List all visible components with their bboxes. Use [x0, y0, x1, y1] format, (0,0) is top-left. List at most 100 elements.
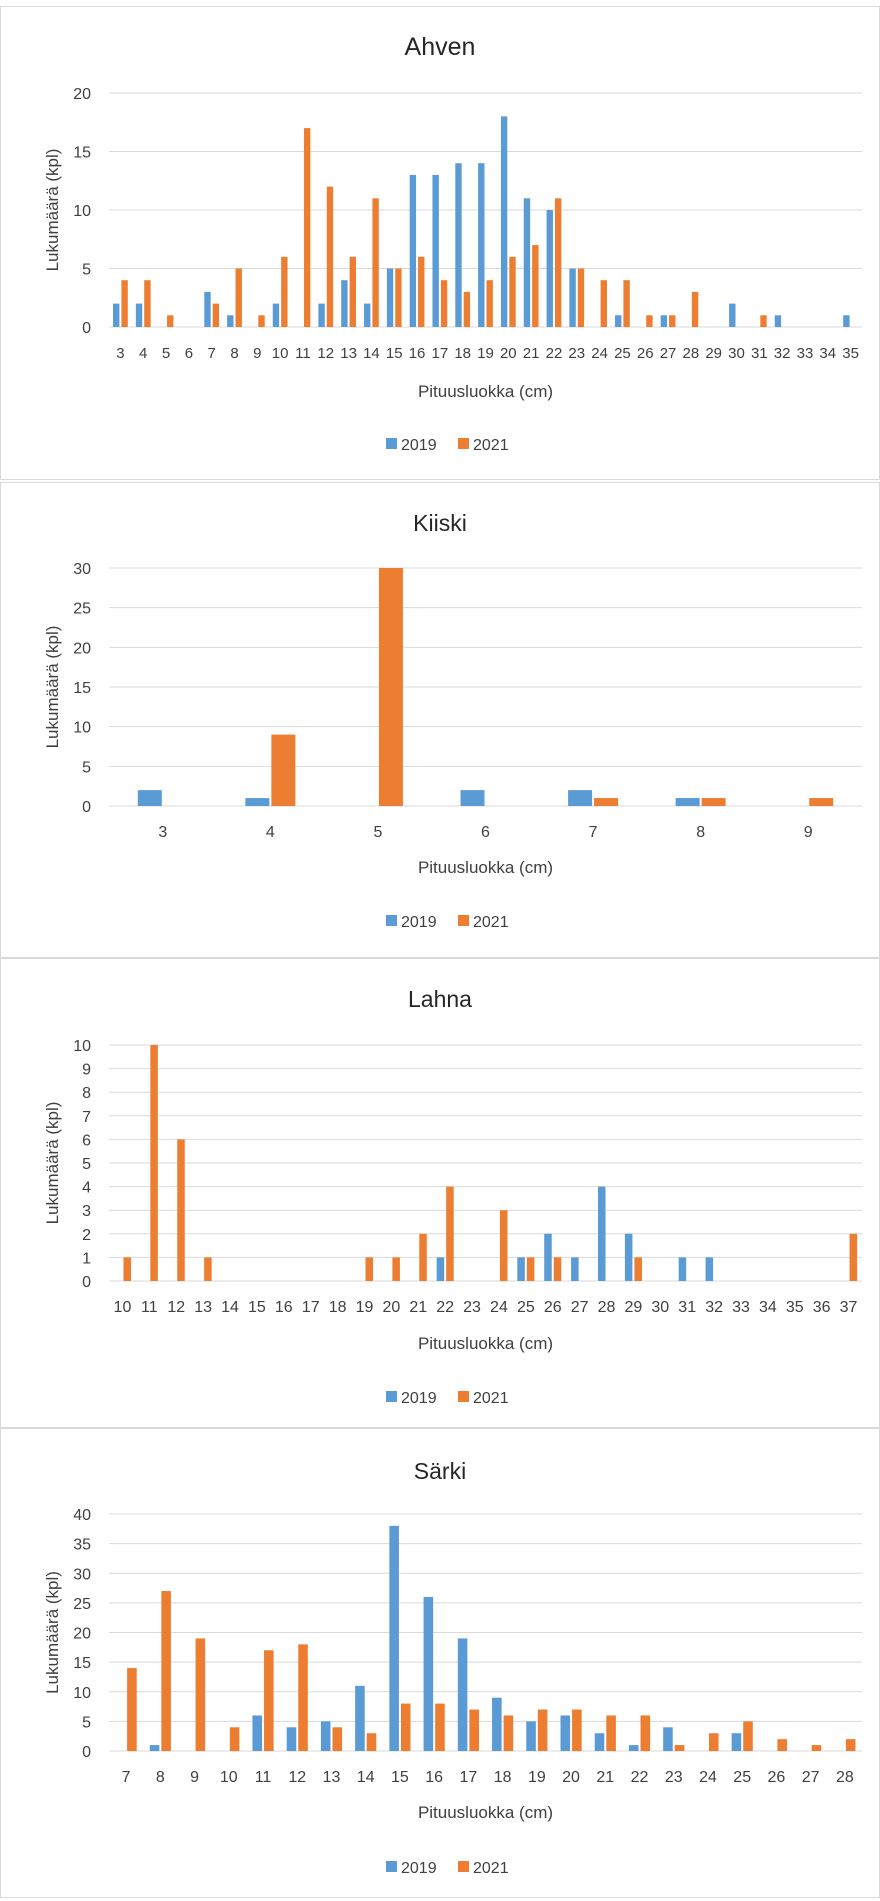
bar-2021-27 [669, 315, 676, 327]
bar-2019-8 [149, 1745, 160, 1751]
legend-label: 2021 [473, 437, 509, 454]
bar-2021-19 [537, 1709, 548, 1751]
bar-2019-19 [478, 163, 485, 327]
chart-title: Ahven [405, 33, 476, 61]
bar-2021-12 [326, 186, 334, 327]
chart-title: Lahna [408, 986, 472, 1012]
y-tick-label: 6 [82, 1132, 91, 1149]
bar-2021-11 [150, 1045, 158, 1281]
legend-swatch-2019 [386, 1391, 397, 1402]
bar-2021-25 [623, 280, 630, 327]
legend-swatch-2021 [458, 438, 469, 449]
x-tick-label: 21 [596, 1769, 614, 1786]
bar-2019-25 [517, 1257, 525, 1281]
chart-title: Särki [414, 1458, 466, 1484]
bar-2019-22 [546, 210, 553, 327]
y-tick-label: 0 [82, 320, 91, 337]
bar-2019-35 [843, 315, 850, 327]
y-tick-label: 10 [73, 1038, 91, 1055]
y-tick-label: 35 [73, 1537, 91, 1554]
bar-2021-19 [365, 1257, 374, 1281]
bar-2021-10 [123, 1257, 131, 1281]
x-tick-label: 34 [759, 1299, 777, 1316]
x-tick-label: 15 [391, 1769, 409, 1786]
bar-2019-32 [705, 1257, 714, 1281]
x-tick-label: 34 [819, 345, 836, 362]
bar-2019-20 [500, 116, 508, 328]
x-tick-label: 22 [631, 1769, 649, 1786]
bar-2021-12 [298, 1644, 308, 1751]
bar-2019-25 [731, 1733, 742, 1751]
bar-2019-17 [457, 1638, 468, 1751]
bar-2021-18 [463, 291, 471, 327]
bar-2021-37 [849, 1233, 858, 1281]
x-tick-label: 20 [500, 345, 517, 362]
x-tick-label: 31 [751, 345, 768, 362]
bar-2019-22 [436, 1257, 445, 1281]
bar-2019-10 [272, 303, 280, 327]
bar-2019-14 [364, 303, 371, 327]
x-tick-label: 33 [732, 1299, 750, 1316]
bar-2019-13 [341, 280, 348, 327]
x-tick-label: 18 [454, 345, 471, 362]
x-tick-label: 26 [544, 1299, 562, 1316]
bar-2019-31 [678, 1257, 687, 1281]
bar-2021-19 [486, 280, 493, 327]
y-tick-label: 20 [73, 1626, 91, 1643]
legend-swatch-2021 [458, 1391, 469, 1402]
x-tick-label: 29 [705, 345, 722, 362]
bar-2021-9 [809, 798, 834, 806]
bar-2021-27 [811, 1745, 822, 1751]
x-tick-label: 18 [329, 1299, 347, 1316]
x-tick-label: 28 [836, 1769, 854, 1786]
bar-2021-26 [553, 1257, 562, 1281]
y-tick-label: 10 [73, 1685, 91, 1702]
bar-2019-15 [389, 1525, 399, 1751]
x-tick-label: 30 [728, 345, 745, 362]
bar-2019-17 [432, 174, 439, 327]
bar-2021-5 [167, 315, 174, 327]
bar-2021-22 [640, 1715, 651, 1751]
bar-2019-21 [523, 198, 531, 327]
bar-2021-15 [395, 268, 402, 327]
legend-label: 2019 [401, 1860, 437, 1877]
bar-2021-24 [499, 1210, 508, 1281]
bar-2021-17 [469, 1709, 479, 1751]
bar-2019-13 [320, 1721, 331, 1751]
x-tick-label: 28 [598, 1299, 616, 1316]
chart-frame [0, 482, 880, 958]
x-tick-label: 25 [614, 345, 631, 362]
x-tick-label: 11 [255, 1769, 272, 1786]
bar-2019-30 [729, 303, 736, 327]
bar-2021-25 [526, 1257, 535, 1281]
x-tick-label: 7 [122, 1769, 131, 1786]
bar-2021-14 [366, 1733, 377, 1751]
bar-2021-24 [600, 280, 607, 327]
x-tick-label: 31 [678, 1299, 696, 1316]
bar-2021-21 [419, 1233, 427, 1281]
bar-2021-22 [446, 1186, 454, 1281]
x-tick-label: 14 [221, 1299, 239, 1316]
bar-2019-21 [594, 1733, 605, 1751]
x-tick-label: 11 [295, 345, 311, 362]
x-tick-label: 30 [651, 1299, 669, 1316]
x-tick-label: 12 [288, 1769, 306, 1786]
x-tick-label: 11 [141, 1299, 158, 1316]
bar-2021-29 [634, 1257, 642, 1281]
bar-2021-26 [646, 315, 653, 327]
x-tick-label: 24 [699, 1769, 717, 1786]
x-tick-label: 27 [660, 345, 677, 362]
bar-2021-16 [435, 1703, 445, 1751]
bar-2019-19 [526, 1721, 536, 1751]
y-tick-label: 0 [82, 799, 91, 816]
bar-2021-13 [204, 1257, 212, 1281]
x-tick-label: 15 [248, 1299, 266, 1316]
bar-2019-12 [318, 303, 325, 327]
x-tick-label: 37 [840, 1299, 858, 1316]
x-tick-label: 33 [797, 345, 814, 362]
legend-swatch-2019 [386, 438, 397, 449]
x-tick-label: 3 [116, 345, 124, 362]
y-tick-label: 3 [82, 1203, 91, 1220]
bar-2019-20 [560, 1715, 571, 1751]
legend-label: 2021 [473, 1390, 509, 1407]
